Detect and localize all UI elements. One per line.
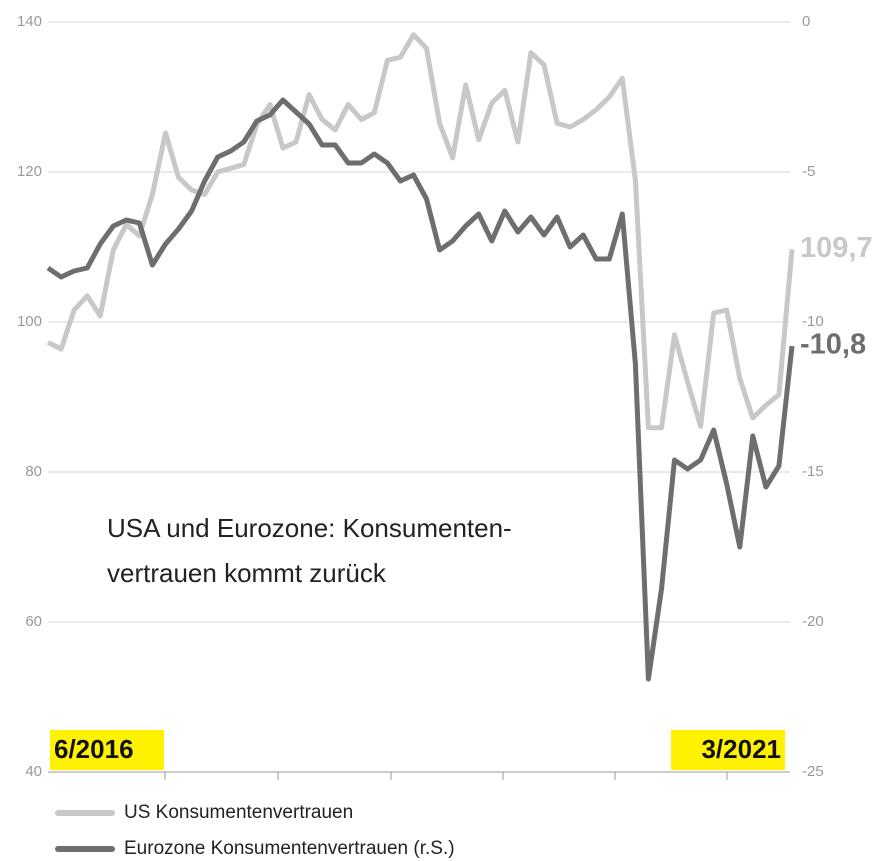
legend-label: US Konsumentenvertrauen	[124, 802, 353, 823]
series-line	[46, 97, 795, 682]
x-tick-label: 6/2016	[54, 734, 134, 764]
y2-tick-label: -20	[802, 613, 824, 630]
end-label: 109,7	[800, 232, 873, 264]
x-label-highlight	[50, 730, 164, 770]
y-tick-label: 120	[17, 163, 42, 180]
y2-tick-label: 0	[802, 13, 810, 30]
y-tick-label: 100	[17, 313, 42, 330]
y2-tick-label: -10	[802, 313, 824, 330]
y2-tick-label: -25	[802, 763, 824, 780]
y-tick-label: 140	[17, 13, 42, 30]
chart-title: USA und Eurozone: Konsumenten-	[107, 513, 512, 543]
y-tick-label: 60	[25, 613, 42, 630]
y-tick-label: 80	[25, 463, 42, 480]
y2-tick-label: -15	[802, 463, 824, 480]
y2-tick-label: -5	[802, 163, 815, 180]
end-label: -10,8	[800, 329, 866, 361]
y-tick-label: 40	[25, 763, 42, 780]
chart-title: vertrauen kommt zurück	[107, 558, 387, 588]
series-line	[46, 32, 795, 431]
legend-label: Eurozone Konsumentenvertrauen (r.S.)	[124, 838, 455, 859]
x-axis-ticks	[164, 772, 728, 780]
x-label-highlight	[671, 730, 785, 770]
x-tick-label: 3/2021	[701, 734, 781, 764]
